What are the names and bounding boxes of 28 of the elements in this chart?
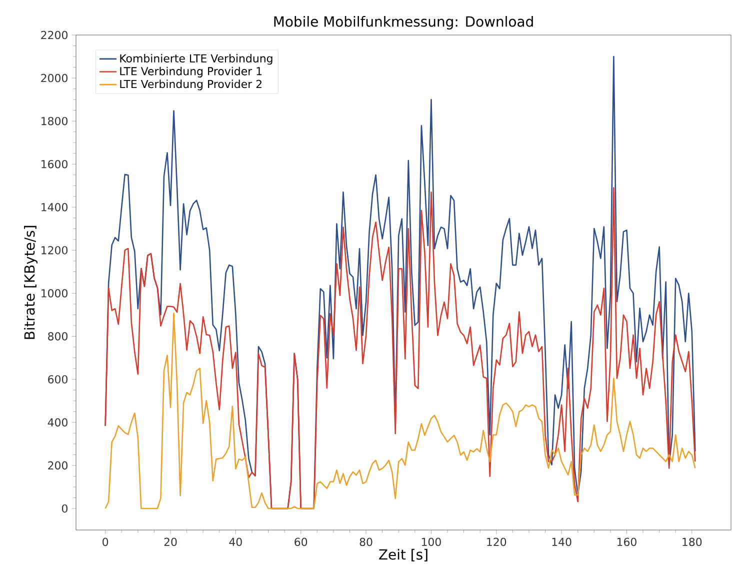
y-tick-label: 400: [48, 418, 68, 427]
y-tick-label: 800: [48, 332, 68, 340]
x-tick-label: 100: [422, 538, 441, 546]
y-tick-label: 0: [62, 504, 68, 513]
y-tick-label: 2200: [41, 30, 68, 40]
x-tick-label: 140: [552, 538, 572, 546]
y-tick-label: 1200: [42, 246, 68, 254]
legend-label: Kombinierte LTE Verbindung: [120, 54, 272, 65]
y-tick-label: 600: [48, 375, 68, 384]
y-tick-label: 200: [48, 461, 68, 470]
chart-title: Mobile Mobilfunkmessung: Download: [274, 16, 533, 30]
x-tick-label: 40: [229, 538, 242, 546]
y-tick-label: 1400: [42, 203, 68, 212]
x-tick-label: 0: [102, 538, 108, 546]
x-tick-label: 20: [164, 538, 177, 546]
x-tick-label: 60: [294, 538, 308, 546]
y-tick-label: 2000: [41, 74, 68, 82]
y-tick-label: 1600: [42, 160, 68, 168]
y-tick-label: 1800: [42, 116, 68, 126]
x-tick-label: 120: [487, 538, 506, 546]
x-axis-title: Zeit [s]: [379, 548, 428, 562]
x-tick-label: 160: [617, 538, 636, 546]
legend-label: LTE Verbindung Provider 2: [120, 80, 262, 90]
legend-label: LTE Verbindung Provider 1: [120, 66, 262, 78]
y-tick-label: 1000: [42, 289, 68, 298]
x-tick-label: 80: [360, 538, 372, 546]
y-axis-title: Bitrate [KByte/s]: [24, 226, 38, 339]
x-tick-label: 180: [682, 538, 702, 546]
